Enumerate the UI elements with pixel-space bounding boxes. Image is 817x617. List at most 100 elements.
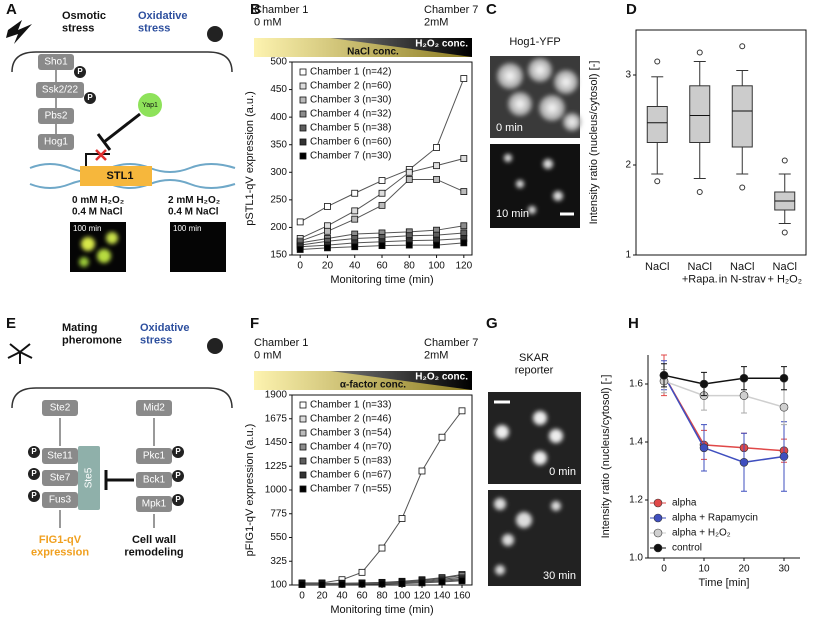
cell-wall-pathway (136, 448, 172, 512)
cells (79, 232, 118, 267)
x-tick-label: 140 (434, 591, 451, 602)
marker (460, 239, 468, 247)
inhibition-bar (96, 133, 112, 151)
panel-label: A (6, 1, 17, 18)
box (646, 106, 668, 143)
legend-label: alpha (672, 498, 697, 509)
protein-box (136, 400, 172, 416)
legend-label: alpha + Rapamycin (672, 513, 758, 524)
panel-label: H (628, 315, 639, 332)
y-axis-title: pFIG1-qV expression (a.u.) (244, 424, 256, 557)
marker (779, 402, 789, 412)
marker (433, 144, 440, 151)
gradient-label: α-factor conc. (340, 380, 406, 391)
stress-label: Oxidative stress (140, 322, 190, 347)
series-line (663, 374, 785, 464)
lightning-icon (6, 20, 32, 44)
marker (324, 203, 331, 210)
phospho-label: P (31, 469, 37, 478)
legend-marker (299, 443, 307, 451)
x-tick-label: 40 (349, 261, 361, 272)
x-tick-label: 0 (661, 564, 667, 575)
legend-label: Chamber 3 (n=30) (310, 95, 391, 106)
marker (298, 581, 306, 588)
flier (654, 58, 661, 65)
phospho (28, 468, 40, 480)
marker (699, 443, 709, 453)
marker (460, 222, 468, 230)
gradient-label: H₂O₂ conc. (415, 39, 468, 50)
legend-label: Chamber 1 (n=33) (310, 400, 391, 411)
legend-marker (299, 68, 307, 76)
protein-label: Pkc1 (143, 451, 166, 462)
cells (497, 58, 581, 131)
protein-label: Sho1 (44, 57, 68, 68)
panel-label: B (250, 1, 261, 18)
legend-label: Chamber 7 (n=30) (310, 151, 391, 162)
yap1-label: Yap1 (142, 102, 158, 109)
time-label: 0 min (496, 122, 523, 134)
y-axis-title: Intensity ratio (nucleus/cytosol) [-] (600, 375, 612, 539)
promoter-arrow (85, 153, 110, 166)
legend-label: alpha + H₂O₂ (672, 528, 731, 539)
marker (739, 391, 749, 400)
legend-marker (299, 485, 307, 493)
phospho-label: P (31, 491, 37, 500)
marker (378, 580, 386, 588)
protein-label: Ssk2/22 (42, 85, 79, 96)
protein-box (38, 134, 74, 150)
marker (438, 433, 446, 441)
cells (495, 411, 563, 465)
y-tick-label: 550 (270, 532, 287, 543)
y-tick-label: 325 (270, 556, 287, 567)
stress-label: Osmotic stress (62, 10, 106, 35)
marker (324, 244, 331, 252)
panel-g: SKAR reporter 0 min 30 min (488, 352, 581, 586)
panel-c: Hog1-YFP 0 min 10 min (490, 36, 581, 228)
marker (433, 162, 440, 170)
marker (699, 379, 709, 389)
marker (458, 407, 466, 415)
legend-label: Chamber 4 (n=32) (310, 109, 391, 120)
membrane (11, 51, 233, 73)
x-tick-label: 100 (428, 261, 445, 272)
comet-icon (207, 338, 223, 354)
legend-label: Chamber 4 (n=70) (310, 442, 391, 453)
marker (458, 577, 466, 585)
phospho (172, 494, 184, 506)
marker (378, 544, 386, 552)
x-tick-label: 20 (322, 261, 334, 272)
x-tick-label: 80 (404, 261, 416, 272)
x-tick-label: NaCl (645, 261, 669, 273)
phospho (28, 446, 40, 458)
legend-marker (653, 513, 663, 523)
gradient-label: NaCl conc. (347, 47, 399, 58)
panel-label: E (6, 315, 16, 332)
red-x (95, 149, 107, 161)
marker (378, 242, 386, 250)
inhibition (103, 112, 141, 144)
protein-label: Mpk1 (142, 499, 167, 510)
x-tick-label: NaCl + H₂O₂ (767, 261, 802, 286)
marker (438, 578, 446, 586)
flier (696, 49, 703, 56)
y-tick-label: 500 (270, 57, 287, 68)
marker (405, 168, 413, 176)
marker (659, 370, 669, 380)
marker (351, 189, 359, 197)
y-tick-label: 100 (270, 580, 287, 591)
marker (318, 581, 326, 588)
legend-marker (299, 471, 307, 479)
gradient-triangle (330, 371, 472, 390)
legend-label: Chamber 3 (n=54) (310, 428, 391, 439)
time-label: 30 min (543, 570, 576, 582)
protein-label: Pbs2 (45, 111, 68, 122)
protein-label: Ste2 (50, 403, 71, 414)
marker (405, 176, 413, 183)
cells (504, 154, 563, 214)
panel-a: Osmotic stress Oxidative stress Sho1 P Ssk… (6, 10, 236, 272)
box (689, 85, 711, 144)
y-tick-label: 1900 (265, 390, 288, 401)
